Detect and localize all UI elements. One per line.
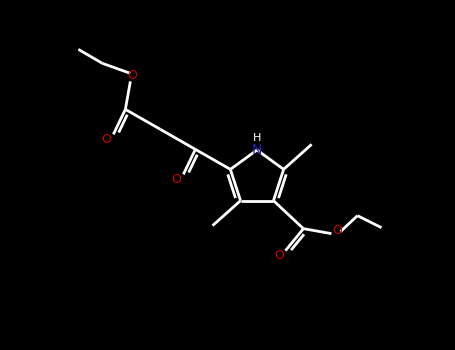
Text: O: O (333, 224, 343, 237)
Text: H: H (253, 133, 261, 143)
Text: N: N (252, 143, 262, 157)
Text: O: O (172, 173, 181, 186)
Text: O: O (274, 249, 284, 262)
Text: O: O (127, 69, 137, 82)
Text: O: O (101, 133, 111, 146)
